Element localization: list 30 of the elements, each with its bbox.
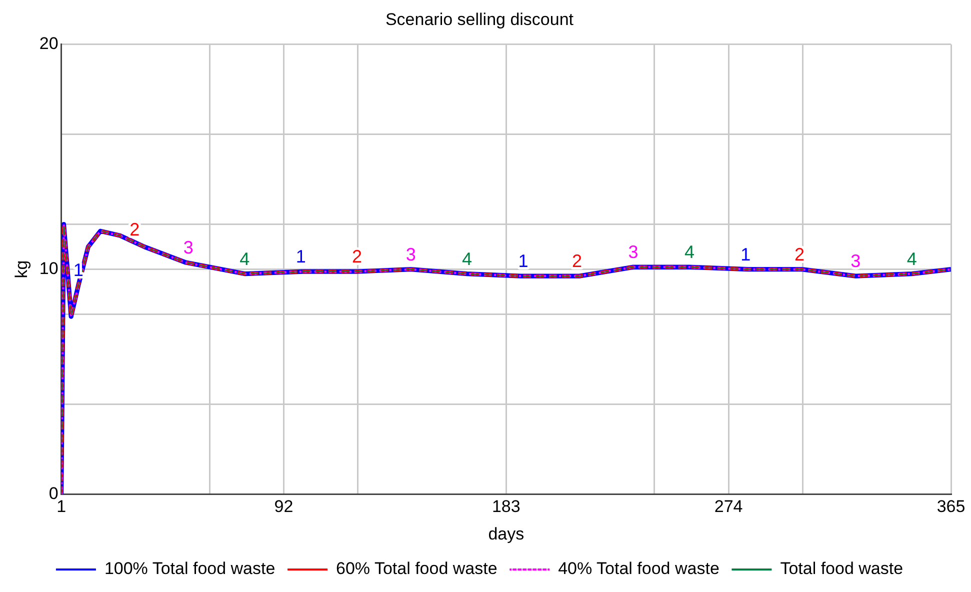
legend-label: 60% Total food waste xyxy=(336,559,498,578)
x-tick-label: 274 xyxy=(714,497,743,516)
x-tick-label: 365 xyxy=(936,497,966,516)
annotation: 3 xyxy=(406,244,416,264)
legend-label: 100% Total food waste xyxy=(104,559,276,578)
y-axis-title: kg xyxy=(12,260,31,278)
y-tick-label: 0 xyxy=(48,484,58,503)
annotation: 4 xyxy=(906,248,917,269)
annotation: 2 xyxy=(130,220,140,240)
chart-title: Scenario selling discount xyxy=(385,10,574,29)
annotation: 4 xyxy=(684,242,694,262)
annotation: 2 xyxy=(794,244,804,264)
legend-label: Total food waste xyxy=(780,559,904,578)
y-tick-label: 20 xyxy=(39,34,58,54)
annotation: 1 xyxy=(518,251,528,272)
y-tick-label: 10 xyxy=(39,258,58,278)
x-tick-label: 183 xyxy=(492,497,520,516)
x-tick-label: 92 xyxy=(274,497,294,516)
annotation: 3 xyxy=(183,238,194,258)
annotation: 3 xyxy=(850,251,861,272)
x-axis-title: days xyxy=(488,524,524,544)
legend-label: 40% Total food waste xyxy=(558,559,720,578)
annotation: 4 xyxy=(240,248,250,269)
annotation: 1 xyxy=(296,246,306,267)
x-tick-label: 1 xyxy=(56,497,66,516)
annotation: 1 xyxy=(740,244,751,264)
annotation: 2 xyxy=(572,251,582,272)
annotation: 2 xyxy=(352,246,362,267)
annotation: 4 xyxy=(462,248,472,269)
annotation: 3 xyxy=(628,242,638,262)
